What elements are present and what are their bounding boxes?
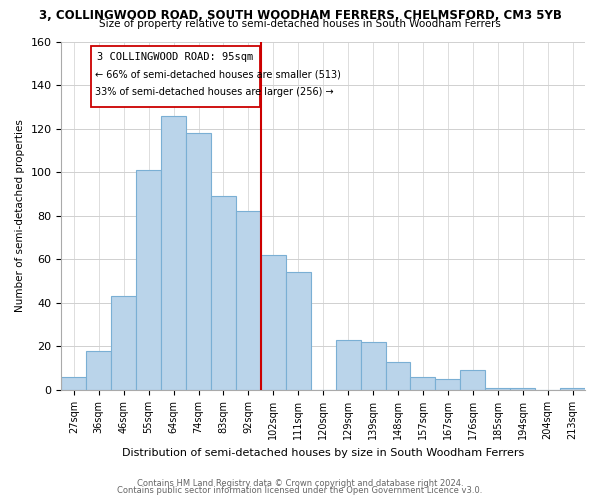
Bar [436, 379, 460, 390]
Bar [261, 255, 286, 390]
Bar [335, 340, 361, 390]
Bar [286, 272, 311, 390]
Text: 33% of semi-detached houses are larger (256) →: 33% of semi-detached houses are larger (… [95, 87, 334, 97]
Text: ← 66% of semi-detached houses are smaller (513): ← 66% of semi-detached houses are smalle… [95, 70, 341, 80]
Bar [111, 296, 136, 390]
Bar [86, 351, 111, 390]
Bar [560, 388, 585, 390]
Text: Contains public sector information licensed under the Open Government Licence v3: Contains public sector information licen… [118, 486, 482, 495]
Bar [211, 196, 236, 390]
Bar [410, 377, 436, 390]
Y-axis label: Number of semi-detached properties: Number of semi-detached properties [15, 120, 25, 312]
Bar [186, 133, 211, 390]
Text: 3, COLLINGWOOD ROAD, SOUTH WOODHAM FERRERS, CHELMSFORD, CM3 5YB: 3, COLLINGWOOD ROAD, SOUTH WOODHAM FERRE… [38, 9, 562, 22]
Bar [510, 388, 535, 390]
Bar [61, 377, 86, 390]
Text: 3 COLLINGWOOD ROAD: 95sqm: 3 COLLINGWOOD ROAD: 95sqm [97, 52, 254, 62]
Bar [460, 370, 485, 390]
Bar [485, 388, 510, 390]
Bar [136, 170, 161, 390]
X-axis label: Distribution of semi-detached houses by size in South Woodham Ferrers: Distribution of semi-detached houses by … [122, 448, 524, 458]
Bar [361, 342, 386, 390]
Text: Size of property relative to semi-detached houses in South Woodham Ferrers: Size of property relative to semi-detach… [99, 19, 501, 29]
Bar [386, 362, 410, 390]
Text: Contains HM Land Registry data © Crown copyright and database right 2024.: Contains HM Land Registry data © Crown c… [137, 478, 463, 488]
FancyBboxPatch shape [91, 46, 260, 107]
Bar [236, 212, 261, 390]
Bar [161, 116, 186, 390]
